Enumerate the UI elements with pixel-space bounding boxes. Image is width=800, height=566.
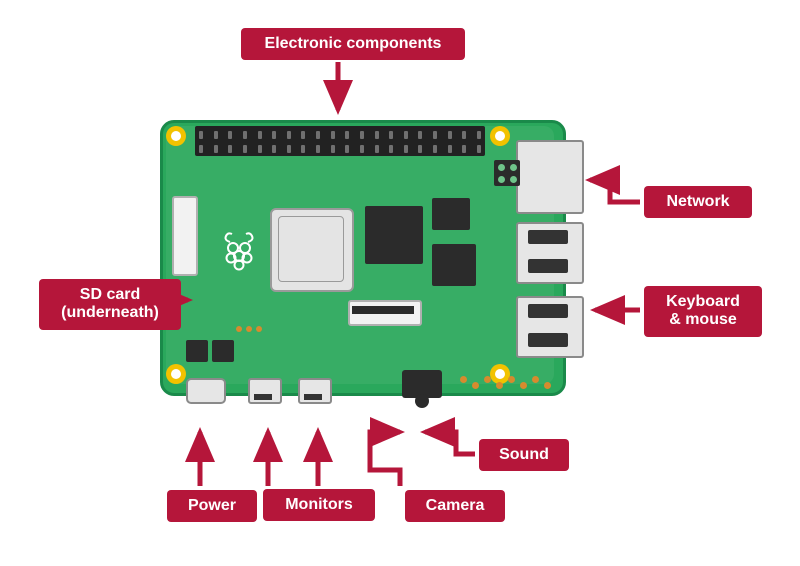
mount-hole-center	[495, 131, 505, 141]
gpio-pin	[243, 131, 247, 139]
gpio-pin	[418, 131, 422, 139]
gpio-pin	[477, 145, 481, 153]
small-chip	[186, 340, 208, 362]
solder-pad	[484, 376, 491, 383]
gpio-pin	[462, 145, 466, 153]
gpio-pin	[345, 145, 349, 153]
gpio-pin	[345, 131, 349, 139]
solder-pad	[544, 382, 551, 389]
mount-hole-center	[171, 369, 181, 379]
label-sdcard: SD card (underneath)	[39, 279, 181, 330]
gpio-pin	[287, 145, 291, 153]
led-dot	[510, 176, 517, 183]
gpio-pin	[258, 145, 262, 153]
gpio-pin	[404, 145, 408, 153]
led-dot	[498, 176, 505, 183]
label-monitors: Monitors	[263, 489, 375, 521]
solder-pad	[246, 326, 252, 332]
solder-pad	[460, 376, 467, 383]
hdmi-port	[298, 378, 332, 404]
gpio-pin	[404, 131, 408, 139]
hdmi-slot	[254, 394, 272, 400]
gpio-pin	[199, 145, 203, 153]
gpio-pin	[375, 145, 379, 153]
usb-slot	[528, 230, 568, 244]
display-connector	[172, 196, 198, 276]
label-camera: Camera	[405, 490, 505, 522]
solder-pad	[236, 326, 242, 332]
solder-pad	[472, 382, 479, 389]
hdmi-slot	[304, 394, 322, 400]
gpio-pin	[389, 145, 393, 153]
led-dot	[510, 164, 517, 171]
led-dot	[498, 164, 505, 171]
gpio-pin	[287, 131, 291, 139]
gpio-pin	[375, 131, 379, 139]
gpio-pin	[243, 145, 247, 153]
usb-slot	[528, 259, 568, 273]
gpio-pin	[228, 145, 232, 153]
label-keyboard: Keyboard & mouse	[644, 286, 762, 337]
gpio-pin	[433, 145, 437, 153]
solder-pad	[508, 376, 515, 383]
ram-chip	[365, 206, 423, 264]
gpio-pin	[360, 145, 364, 153]
gpio-pin	[316, 145, 320, 153]
gpio-pin	[433, 131, 437, 139]
label-network: Network	[644, 186, 752, 218]
gpio-pin	[272, 145, 276, 153]
raspberry-logo-icon	[222, 230, 256, 272]
usb-slot	[528, 304, 568, 318]
led-block	[494, 160, 520, 186]
small-chip	[432, 198, 470, 230]
solder-pad	[496, 382, 503, 389]
small-chip	[432, 244, 476, 286]
gpio-pin	[272, 131, 276, 139]
mount-hole-center	[171, 131, 181, 141]
hdmi-port	[248, 378, 282, 404]
gpio-pin	[214, 145, 218, 153]
mount-hole-center	[495, 369, 505, 379]
gpio-pin	[258, 131, 262, 139]
camera-connector-slot	[352, 306, 414, 314]
small-chip	[212, 340, 234, 362]
gpio-pin	[301, 145, 305, 153]
label-sound: Sound	[479, 439, 569, 471]
gpio-pin	[477, 131, 481, 139]
gpio-pin	[331, 131, 335, 139]
cpu-chip-inner	[278, 216, 344, 282]
gpio-pin	[360, 131, 364, 139]
gpio-pin	[214, 131, 218, 139]
gpio-pin	[462, 131, 466, 139]
gpio-pin	[448, 131, 452, 139]
gpio-pin	[316, 131, 320, 139]
solder-pad	[520, 382, 527, 389]
ethernet-port	[516, 140, 584, 214]
arrow-camera	[370, 432, 400, 486]
gpio-pin	[331, 145, 335, 153]
gpio-pin	[199, 131, 203, 139]
gpio-pin	[301, 131, 305, 139]
solder-pad	[256, 326, 262, 332]
gpio-pin	[448, 145, 452, 153]
gpio-pin	[228, 131, 232, 139]
label-power: Power	[167, 490, 257, 522]
usb-slot	[528, 333, 568, 347]
usbc-port	[186, 378, 226, 404]
gpio-pin	[418, 145, 422, 153]
arrow-network	[590, 180, 640, 202]
arrow-sound	[425, 432, 475, 454]
gpio-pin	[389, 131, 393, 139]
audio-jack-barrel	[415, 394, 429, 408]
label-electronic: Electronic components	[241, 28, 465, 60]
gpio-header	[195, 126, 485, 156]
solder-pad	[532, 376, 539, 383]
